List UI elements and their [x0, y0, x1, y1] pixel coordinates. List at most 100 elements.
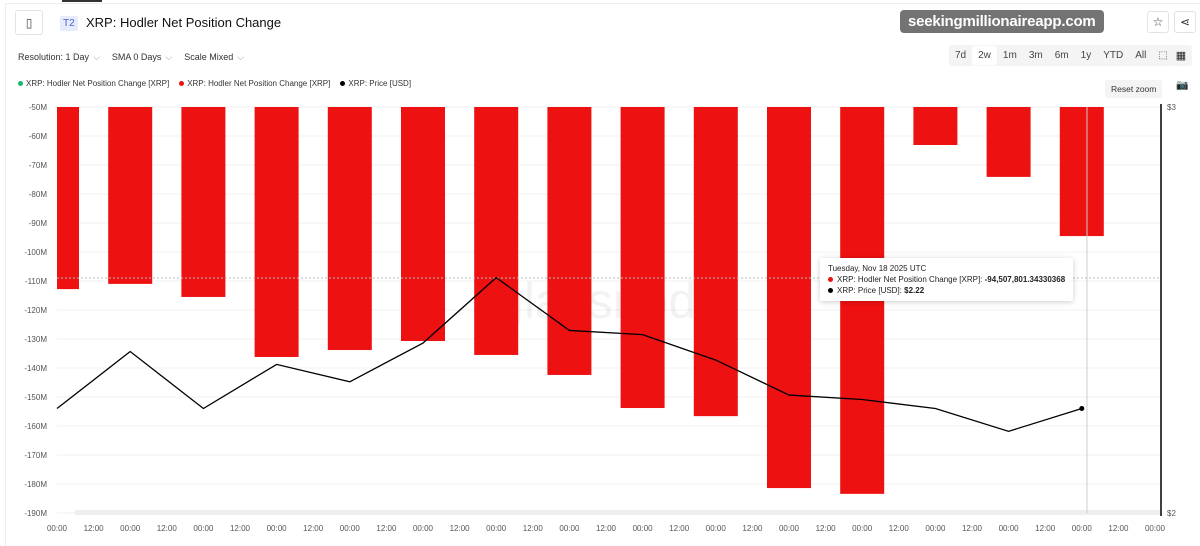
range-7d[interactable]: 7d: [955, 50, 967, 61]
x-tick-label: 00:00: [193, 524, 214, 533]
range-6m[interactable]: 6m: [1054, 50, 1069, 61]
bar: [547, 107, 592, 375]
tooltip-series2-value: $2.22: [904, 286, 925, 295]
chevron-down-icon: ⌵: [237, 52, 245, 62]
price-point: [1079, 406, 1085, 412]
x-tick-label: 12:00: [1108, 524, 1129, 533]
bar: [181, 107, 226, 297]
scale-label: Scale Mixed: [184, 52, 234, 62]
bar: [57, 107, 79, 290]
legend-label: XRP: Hodler Net Position Change [XRP]: [187, 79, 331, 88]
y-tick-label: -180M: [24, 480, 47, 489]
x-tick-label: 00:00: [852, 524, 873, 533]
y-tick-label: -100M: [24, 248, 47, 257]
tooltip-series1-value: -94,507,801.34330368: [984, 275, 1066, 284]
x-tick-label: 00:00: [1072, 524, 1093, 533]
legend: XRP: Hodler Net Position Change [XRP] XR…: [18, 79, 411, 88]
resolution-dropdown[interactable]: Resolution: 1 Day ⌵: [18, 52, 100, 63]
tooltip-date: Tuesday, Nov 18 2025 UTC: [828, 264, 927, 273]
x-tick-label: 12:00: [523, 524, 544, 533]
range-1y[interactable]: 1y: [1080, 50, 1092, 61]
range-3m[interactable]: 3m: [1028, 50, 1043, 61]
bar: [1059, 107, 1104, 237]
legend-item[interactable]: XRP: Price [USD]: [340, 79, 411, 88]
bar: [401, 107, 445, 342]
share-button[interactable]: ⋖: [1174, 11, 1196, 33]
zoom-select-icon[interactable]: ⬚: [1158, 50, 1168, 61]
y-tick-label: -140M: [24, 364, 47, 373]
x-tick-label: 12:00: [889, 524, 910, 533]
range-all[interactable]: All: [1135, 50, 1147, 61]
chevron-down-icon: ⌵: [165, 52, 173, 62]
x-tick-label: 00:00: [120, 524, 141, 533]
x-tick-label: 00:00: [267, 524, 288, 533]
toggle-sidebar-button[interactable]: ▯: [15, 10, 43, 35]
y-tick-label: -90M: [29, 219, 48, 228]
x-tick-label: 00:00: [413, 524, 434, 533]
bar: [913, 107, 958, 145]
x-tick-label: 12:00: [303, 524, 324, 533]
legend-dot: [340, 81, 346, 87]
x-tick-label: 12:00: [596, 524, 617, 533]
y-tick-label: -190M: [24, 509, 47, 518]
bar: [327, 107, 372, 351]
x-scrollbar: [75, 510, 1160, 515]
x-tick-label: 00:00: [486, 524, 507, 533]
calendar-icon: ▦: [1175, 50, 1187, 62]
y-tick-label: -120M: [24, 306, 47, 315]
bar: [474, 107, 519, 355]
page-title: XRP: Hodler Net Position Change: [86, 15, 282, 30]
price-line: [56, 276, 1082, 432]
legend-label: XRP: Hodler Net Position Change [XRP]: [26, 79, 170, 88]
y-tick-label: -70M: [29, 161, 48, 170]
favorite-button[interactable]: ☆: [1147, 11, 1169, 33]
bar: [693, 107, 738, 417]
glassnode-watermark: glassnode: [496, 273, 724, 329]
bar: [986, 107, 1031, 177]
y-tick-label: -160M: [24, 422, 47, 431]
legend-dot: [179, 81, 185, 87]
share-icon: ⋖: [1179, 15, 1191, 29]
tier-badge: T2: [60, 16, 78, 31]
camera-icon[interactable]: 📷: [1176, 80, 1189, 91]
sma-dropdown[interactable]: SMA 0 Days ⌵: [112, 52, 172, 63]
x-tick-label: 12:00: [450, 524, 471, 533]
x-tick-label: 00:00: [1145, 524, 1166, 533]
tooltip-dot: [828, 277, 833, 282]
resolution-label: Resolution: 1 Day: [18, 52, 90, 62]
legend-item[interactable]: XRP: Hodler Net Position Change [XRP]: [18, 79, 169, 88]
x-tick-label: 12:00: [376, 524, 397, 533]
range-selector: 7d 2w 1m 3m 6m 1y YTD All ⬚: [949, 45, 1174, 66]
x-tick-label: 00:00: [706, 524, 727, 533]
x-tick-label: 12:00: [742, 524, 763, 533]
range-1m[interactable]: 1m: [1002, 50, 1017, 61]
y-tick-label: -170M: [24, 451, 47, 460]
tooltip-series1-label: XRP: Hodler Net Position Change [XRP]:: [837, 275, 985, 284]
chart-panel: [5, 3, 1200, 546]
range-2w[interactable]: 2w: [972, 46, 997, 65]
y-tick-label: -60M: [29, 132, 48, 141]
y-tick-label: -130M: [24, 335, 47, 344]
reset-zoom-button[interactable]: Reset zoom: [1105, 80, 1163, 98]
bar: [620, 107, 665, 409]
calendar-button[interactable]: ▦: [1170, 45, 1192, 66]
y-tick-label: -150M: [24, 393, 47, 402]
x-tick-label: 00:00: [559, 524, 580, 533]
scale-dropdown[interactable]: Scale Mixed ⌵: [184, 52, 244, 63]
bar: [254, 107, 299, 357]
tab-indicator: [62, 0, 102, 2]
bar: [767, 107, 811, 489]
tooltip-dot: [828, 288, 833, 293]
y-right-tick-label: $3: [1167, 103, 1176, 112]
y-tick-label: -80M: [29, 190, 48, 199]
x-tick-label: 12:00: [157, 524, 178, 533]
tooltip: Tuesday, Nov 18 2025 UTC XRP: Hodler Net…: [820, 258, 1074, 301]
x-tick-label: 12:00: [816, 524, 837, 533]
range-ytd[interactable]: YTD: [1103, 50, 1124, 61]
sidebar-icon: ▯: [25, 15, 33, 30]
bar: [108, 107, 153, 284]
legend-item[interactable]: XRP: Hodler Net Position Change [XRP]: [179, 79, 330, 88]
sma-label: SMA 0 Days: [111, 52, 162, 62]
tooltip-series2-label: XRP: Price [USD]:: [837, 286, 905, 295]
y-tick-label: -50M: [29, 103, 48, 112]
